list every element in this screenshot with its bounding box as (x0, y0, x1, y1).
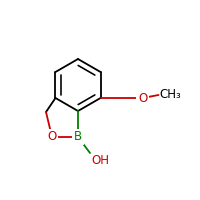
Text: CH₃: CH₃ (160, 88, 181, 102)
Text: O: O (47, 130, 57, 144)
Text: OH: OH (91, 154, 109, 167)
Text: B: B (74, 130, 82, 144)
Text: O: O (138, 92, 147, 104)
